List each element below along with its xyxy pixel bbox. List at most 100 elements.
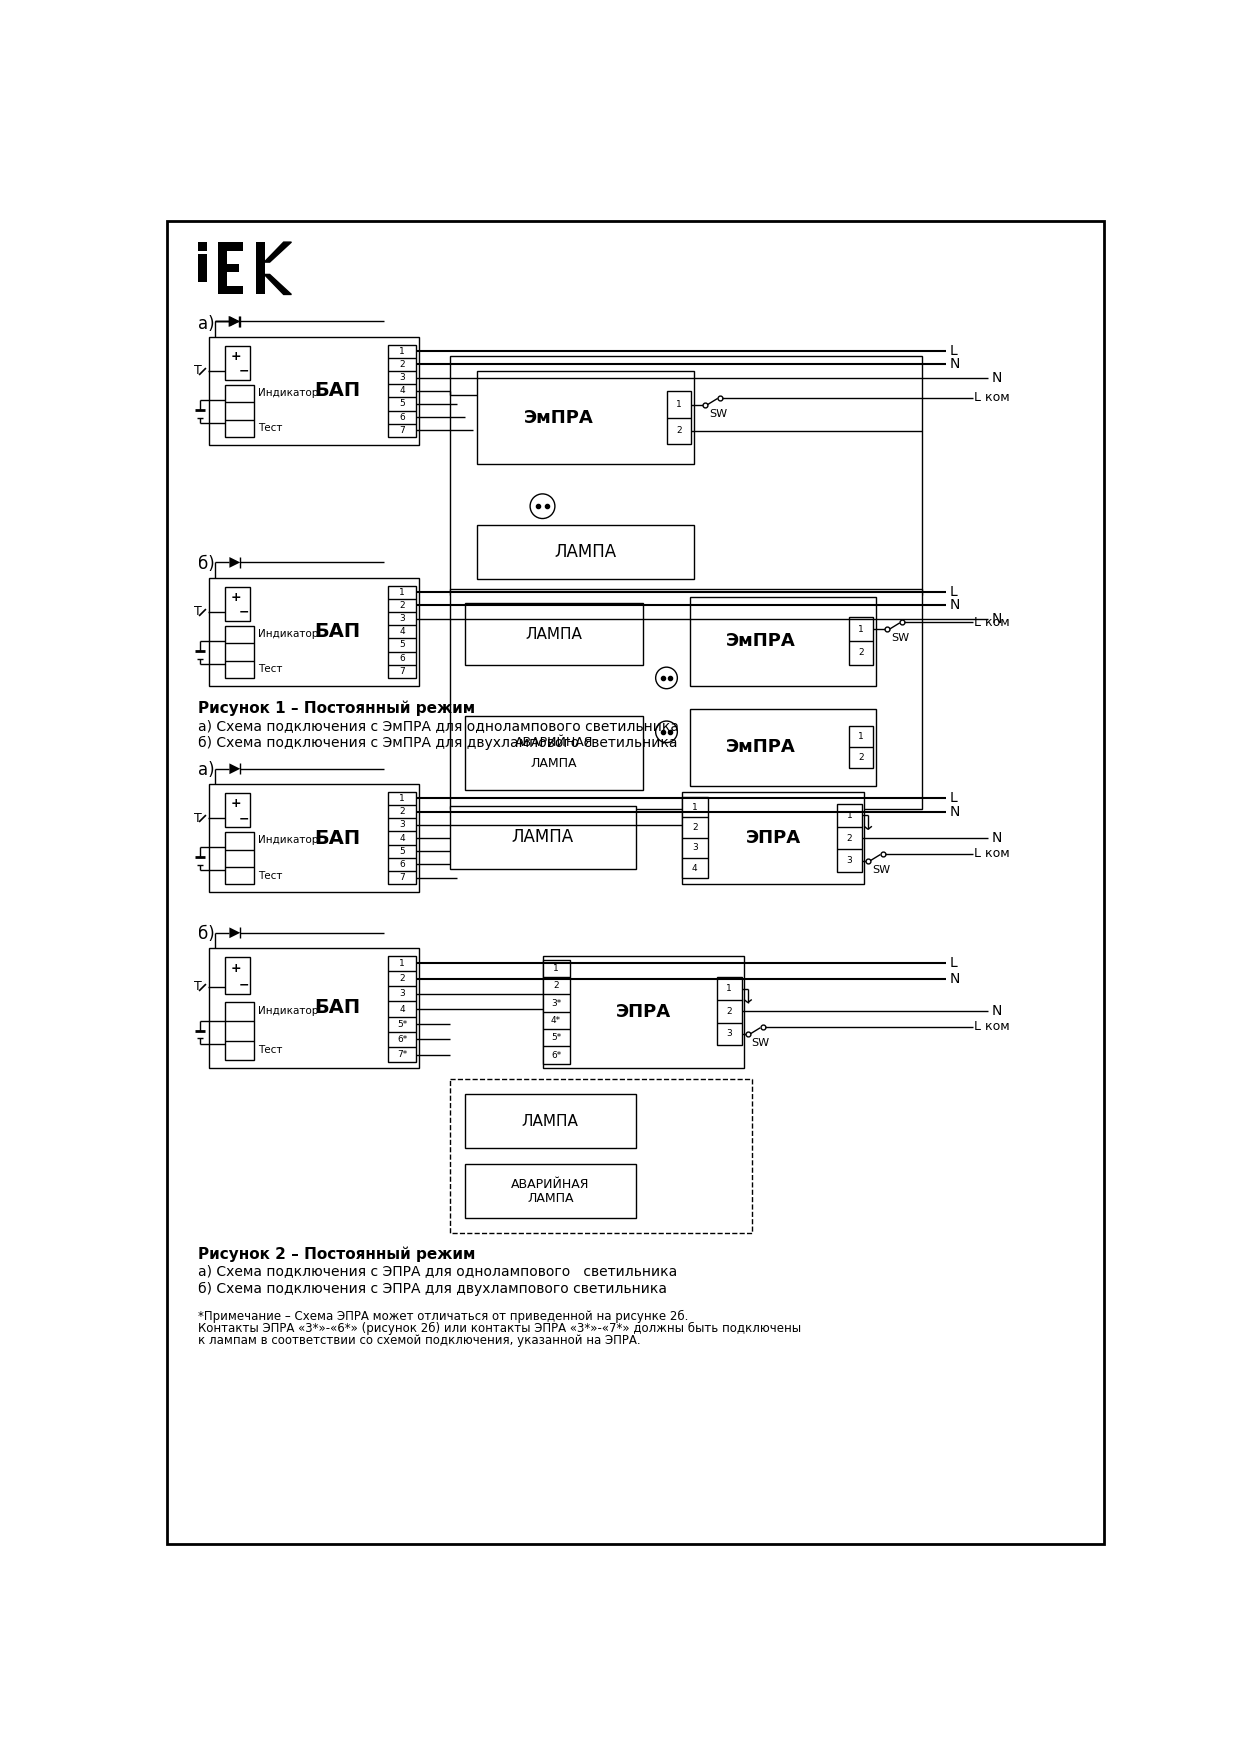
Text: б) Схема подключения с ЭмПРА для двухлампового светильника: б) Схема подключения с ЭмПРА для двухлам… — [197, 736, 677, 750]
Text: L ком: L ком — [975, 392, 1009, 404]
Text: SW: SW — [892, 633, 909, 643]
Polygon shape — [229, 764, 241, 774]
Text: 1: 1 — [399, 960, 405, 968]
Text: Тест: Тест — [258, 664, 283, 675]
Polygon shape — [229, 558, 241, 568]
FancyBboxPatch shape — [689, 598, 875, 685]
Text: Индикатор: Индикатор — [258, 388, 319, 399]
Text: Индикатор: Индикатор — [258, 629, 319, 640]
FancyBboxPatch shape — [224, 346, 250, 379]
FancyBboxPatch shape — [465, 603, 644, 664]
Text: 5*: 5* — [397, 1019, 408, 1030]
Text: БАП: БАП — [314, 829, 360, 848]
FancyBboxPatch shape — [224, 385, 254, 437]
Text: 1: 1 — [858, 624, 864, 633]
Text: Тест: Тест — [258, 423, 283, 434]
Text: 4: 4 — [399, 834, 405, 843]
Text: ЛАМПА: ЛАМПА — [511, 829, 574, 846]
Text: ЛАМПА: ЛАМПА — [522, 1113, 579, 1129]
Text: −: − — [238, 607, 249, 619]
Text: 1: 1 — [399, 587, 405, 596]
Polygon shape — [264, 243, 291, 262]
FancyBboxPatch shape — [449, 589, 923, 809]
FancyBboxPatch shape — [197, 243, 207, 252]
Text: N: N — [950, 598, 960, 612]
Text: L: L — [950, 792, 957, 806]
FancyBboxPatch shape — [717, 977, 742, 1045]
Text: Тест: Тест — [258, 1045, 283, 1054]
Text: −: − — [238, 813, 249, 825]
Text: −: − — [238, 365, 249, 378]
Text: L: L — [950, 586, 957, 600]
Text: +: + — [231, 963, 242, 975]
Text: 1: 1 — [727, 984, 732, 993]
Text: Т: Т — [193, 981, 201, 993]
FancyBboxPatch shape — [197, 255, 207, 281]
FancyBboxPatch shape — [848, 617, 873, 664]
Text: 1: 1 — [676, 400, 682, 409]
Text: 2: 2 — [399, 974, 405, 982]
Text: 2: 2 — [858, 753, 864, 762]
FancyBboxPatch shape — [682, 792, 864, 884]
Text: ЛАМПА: ЛАМПА — [531, 757, 578, 771]
Text: 4: 4 — [692, 864, 698, 872]
FancyBboxPatch shape — [388, 586, 417, 678]
Text: N: N — [992, 371, 1002, 385]
Text: 2: 2 — [676, 427, 682, 435]
Text: Рисунок 2 – Постоянный режим: Рисунок 2 – Постоянный режим — [197, 1246, 475, 1262]
Text: а): а) — [197, 315, 215, 332]
Text: 2: 2 — [847, 834, 852, 843]
Text: 5: 5 — [399, 399, 405, 409]
Text: N: N — [950, 357, 960, 371]
FancyBboxPatch shape — [476, 372, 693, 463]
Text: 7: 7 — [399, 874, 405, 883]
Text: 1: 1 — [399, 794, 405, 802]
Text: Тест: Тест — [258, 871, 283, 881]
Text: 3: 3 — [692, 843, 698, 853]
FancyBboxPatch shape — [682, 797, 708, 877]
Text: АВАРИЙНАЯ: АВАРИЙНАЯ — [515, 736, 593, 748]
Text: 3: 3 — [399, 614, 405, 622]
Text: 4: 4 — [399, 386, 405, 395]
FancyBboxPatch shape — [224, 832, 254, 884]
FancyBboxPatch shape — [667, 392, 692, 444]
FancyBboxPatch shape — [449, 357, 923, 594]
Text: ЭПРА: ЭПРА — [616, 1003, 671, 1021]
Text: L ком: L ком — [975, 848, 1009, 860]
Text: 6: 6 — [399, 413, 405, 421]
FancyBboxPatch shape — [210, 947, 419, 1068]
Text: 1: 1 — [553, 963, 559, 974]
Text: N: N — [992, 1005, 1002, 1019]
FancyBboxPatch shape — [224, 626, 254, 678]
Text: БАП: БАП — [314, 622, 360, 642]
Text: 2: 2 — [727, 1007, 732, 1016]
Text: 4: 4 — [399, 628, 405, 636]
Text: 2: 2 — [858, 649, 864, 657]
FancyBboxPatch shape — [449, 806, 635, 869]
Text: Т: Т — [193, 364, 201, 378]
Text: 5: 5 — [399, 640, 405, 650]
Text: Т: Т — [193, 811, 201, 825]
Text: б): б) — [197, 925, 215, 944]
Polygon shape — [228, 316, 238, 327]
Text: Контакты ЭПРА «3*»-«6*» (рисунок 2б) или контакты ЭПРА «3*»-«7*» должны быть под: Контакты ЭПРА «3*»-«6*» (рисунок 2б) или… — [197, 1321, 801, 1335]
Text: 6*: 6* — [551, 1051, 562, 1059]
FancyBboxPatch shape — [465, 1164, 635, 1218]
Text: L: L — [950, 344, 957, 358]
Text: 7: 7 — [399, 427, 405, 435]
FancyBboxPatch shape — [449, 1079, 751, 1232]
Text: N: N — [950, 972, 960, 986]
Text: б) Схема подключения с ЭПРА для двухлампового светильника: б) Схема подключения с ЭПРА для двухламп… — [197, 1281, 667, 1295]
FancyBboxPatch shape — [255, 243, 265, 294]
Text: ЭмПРА: ЭмПРА — [725, 633, 795, 650]
Text: 2: 2 — [553, 981, 559, 989]
Text: 1: 1 — [692, 802, 698, 811]
Text: L ком: L ком — [975, 1021, 1009, 1033]
Text: Индикатор: Индикатор — [258, 1007, 319, 1016]
Text: 1: 1 — [399, 346, 405, 355]
Text: 3: 3 — [399, 989, 405, 998]
FancyBboxPatch shape — [226, 264, 239, 273]
Text: 2: 2 — [399, 360, 405, 369]
Text: 5*: 5* — [551, 1033, 562, 1042]
Text: ЭмПРА: ЭмПРА — [525, 409, 594, 427]
